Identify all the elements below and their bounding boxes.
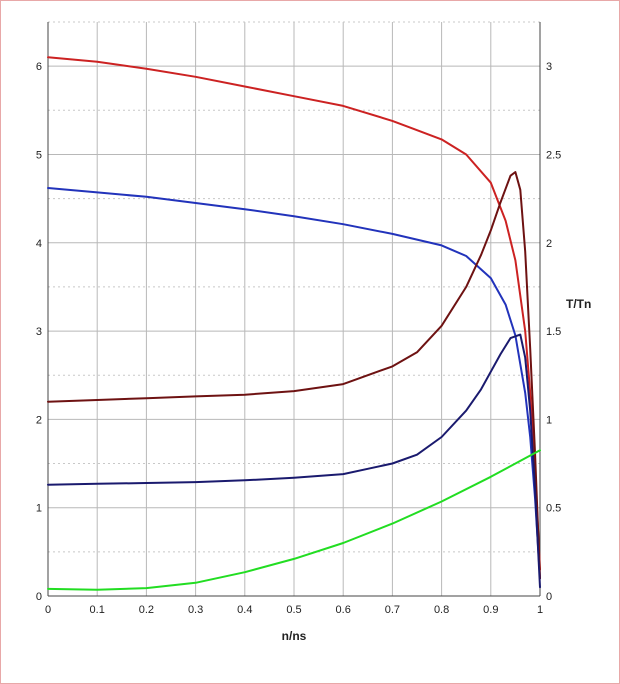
series-line-3 <box>47 171 541 580</box>
y-left-tick-label: 2 <box>36 414 42 426</box>
x-axis-title: n/ns <box>282 629 307 643</box>
x-tick-label: 0.9 <box>483 604 498 616</box>
x-tick-label: 0.1 <box>90 604 105 616</box>
x-tick-label: 0.4 <box>237 604 252 616</box>
x-tick-label: 0.2 <box>139 604 154 616</box>
series-line-4 <box>47 333 541 589</box>
x-tick-label: 0 <box>45 604 51 616</box>
y-right-tick-label: 1.5 <box>546 326 561 338</box>
y-left-tick-label: 0 <box>36 591 42 603</box>
plot-border <box>47 22 541 597</box>
series-line-2 <box>47 187 541 580</box>
y-right-tick-label: 1 <box>546 414 552 426</box>
grid <box>47 21 541 597</box>
y-right-tick-label: 0 <box>546 591 552 603</box>
y-right-tick-label: 3 <box>546 61 552 73</box>
series-lines <box>47 56 541 591</box>
y-right-tick-label: 0.5 <box>546 503 561 515</box>
x-tick-label: 0.3 <box>188 604 203 616</box>
x-tick-label: 0.6 <box>336 604 351 616</box>
x-tick-label: 0.7 <box>385 604 400 616</box>
y-left-tick-label: 5 <box>36 149 42 161</box>
y-right-tick-label: 2 <box>546 238 552 250</box>
y-left-tick-label: 1 <box>36 503 42 515</box>
x-tick-label: 1 <box>537 604 543 616</box>
y-right-tick-label: 2.5 <box>546 149 561 161</box>
y-left-tick-label: 3 <box>36 326 42 338</box>
tick-labels: 0 0.1 0.2 0.3 0.4 0.5 0.6 0.7 0.8 0.9 1012345600.5… <box>36 61 561 616</box>
series-line-5 <box>47 449 541 591</box>
series-line-1 <box>47 56 541 571</box>
y-left-tick-label: 6 <box>36 61 42 73</box>
y-right-axis-title: T/Tn <box>566 297 591 311</box>
x-tick-label: 0.8 <box>434 604 449 616</box>
y-left-tick-label: 4 <box>36 238 42 250</box>
x-tick-label: 0.5 <box>286 604 301 616</box>
